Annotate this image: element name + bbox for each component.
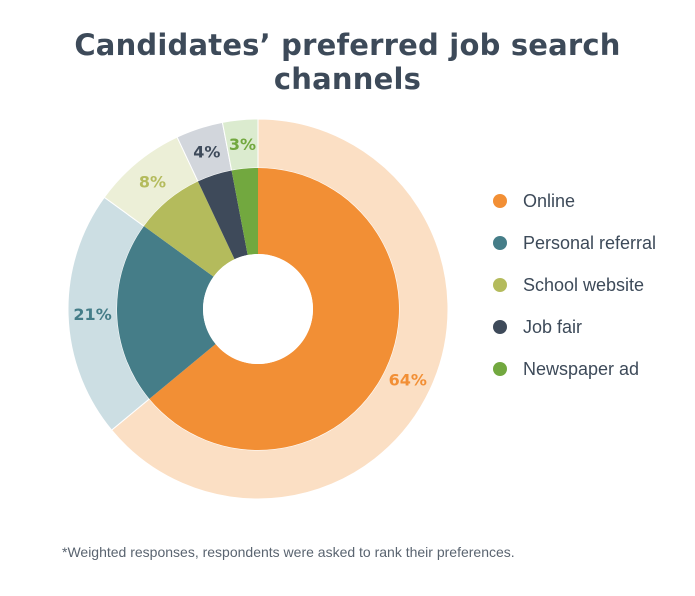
legend-item-job-fair: Job fair [493,306,656,348]
data-label-online: 64% [389,370,427,389]
data-label-personal-referral: 21% [73,305,111,324]
slice-job-fair [197,170,248,260]
legend-swatch [493,278,507,292]
legend-item-personal-referral: Personal referral [493,222,656,264]
legend-label: Newspaper ad [523,358,640,379]
legend-swatch [493,194,507,208]
legend-item-school-website: School website [493,264,656,306]
legend-label: Online [523,190,576,211]
slice-online [149,168,400,450]
chart-title: Candidates’ preferred job search channel… [74,28,621,96]
legend-item-online: Online [493,180,656,222]
legend-item-newspaper-ad: Newspaper ad [493,348,656,390]
data-label-job-fair: 4% [193,143,220,162]
data-labels: 64% 21% 8% 4% 3% [73,135,426,389]
data-label-newspaper-ad: 3% [229,135,256,154]
inner-ring [117,168,400,450]
legend-label: Personal referral [523,232,657,253]
slice-personal-referral [117,226,216,399]
legend: Online Personal referral School website Job… [493,180,656,390]
legend-swatch [493,320,507,334]
footnote: *Weighted responses, respondents were as… [62,544,515,560]
data-label-school-website: 8% [139,172,166,191]
donut-hole [203,254,313,364]
outer-ring [67,118,449,500]
legend-swatch [493,362,507,376]
slice-school-website [143,181,235,277]
legend-swatch [493,236,507,250]
legend-label: School website [523,274,645,295]
legend-label: Job fair [523,316,583,337]
slice-newspaper-ad [231,168,258,255]
